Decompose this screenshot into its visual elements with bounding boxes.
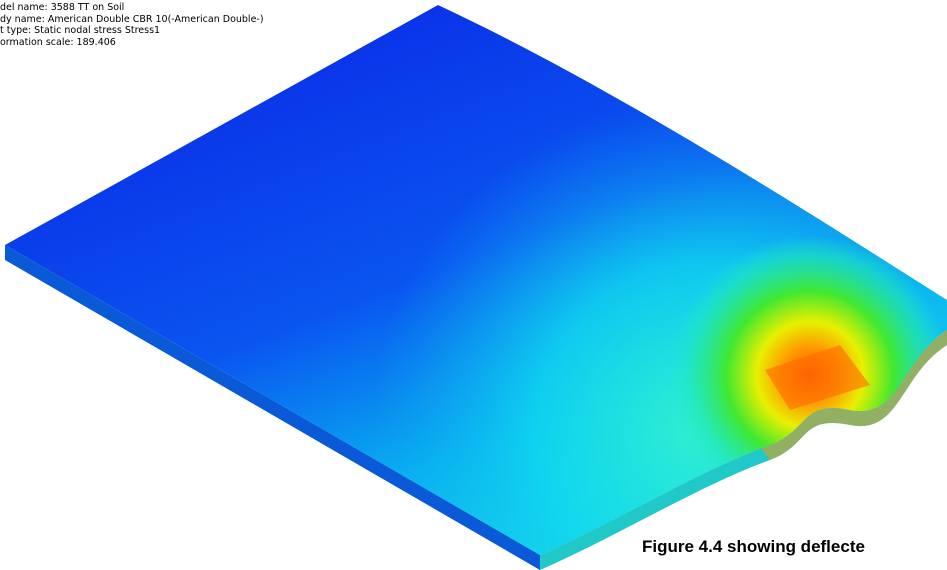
model-info: del name: 3588 TT on Soil dy name: Ameri… [0,2,264,48]
info-line: t type: Static nodal stress Stress1 [0,25,264,37]
screenshot: del name: 3588 TT on Soil dy name: Ameri… [0,0,947,570]
info-line: dy name: American Double CBR 10(-America… [0,14,264,26]
info-line: del name: 3588 TT on Soil [0,2,264,14]
fea-render [0,0,947,570]
plate-top [0,0,947,570]
info-line: ormation scale: 189.406 [0,37,264,49]
figure-caption: Figure 4.4 showing deflecte [642,537,865,557]
